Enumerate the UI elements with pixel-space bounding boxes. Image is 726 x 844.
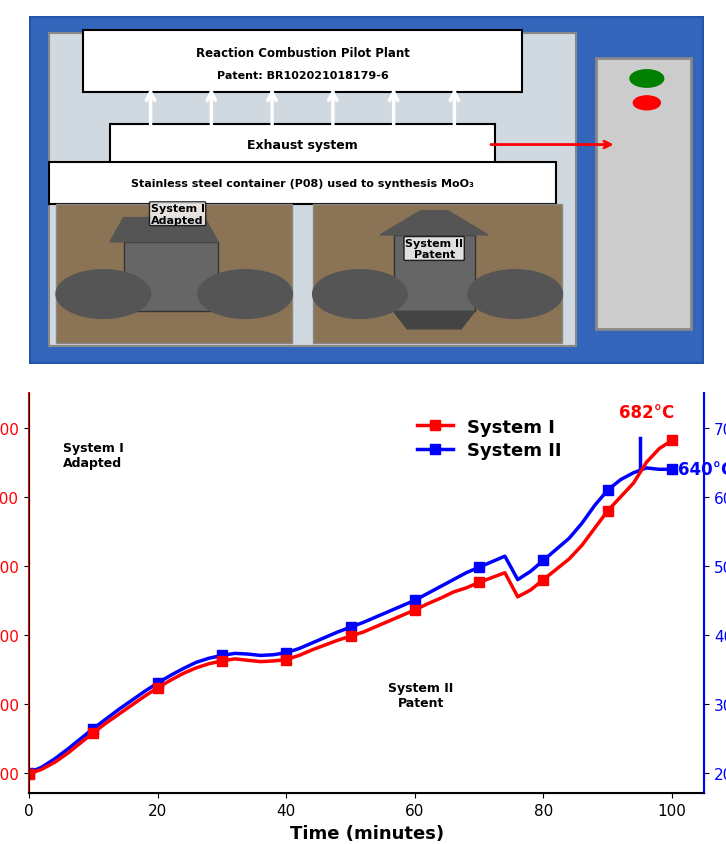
Text: System II
Patent: System II Patent [405, 238, 463, 260]
FancyBboxPatch shape [56, 204, 293, 344]
System I [449, 587, 458, 598]
FancyBboxPatch shape [596, 58, 690, 329]
System II [488, 557, 497, 567]
System II [230, 648, 239, 658]
FancyBboxPatch shape [110, 125, 495, 166]
Polygon shape [393, 312, 475, 329]
Circle shape [468, 270, 563, 319]
Line: System II: System II [24, 463, 677, 777]
FancyBboxPatch shape [49, 163, 555, 204]
System I [230, 654, 239, 664]
FancyBboxPatch shape [49, 35, 576, 347]
System II [655, 465, 664, 475]
System II [166, 670, 175, 680]
X-axis label: Time (minutes): Time (minutes) [290, 824, 444, 841]
FancyBboxPatch shape [123, 242, 218, 312]
Text: System II
Patent: System II Patent [388, 682, 453, 710]
System II [642, 463, 650, 473]
System I [668, 436, 677, 446]
Text: Reaction Combustion Pilot Plant: Reaction Combustion Pilot Plant [195, 47, 409, 60]
FancyBboxPatch shape [313, 204, 563, 344]
Text: System I
Adapted: System I Adapted [63, 442, 123, 470]
Text: Patent: BR102021018179-6: Patent: BR102021018179-6 [216, 71, 388, 81]
Text: Exhaust system: Exhaust system [247, 139, 358, 152]
Polygon shape [380, 211, 488, 235]
Text: System I
Adapted: System I Adapted [150, 203, 205, 225]
FancyBboxPatch shape [83, 30, 522, 94]
Circle shape [633, 97, 661, 111]
Circle shape [630, 71, 664, 88]
Text: Stainless steel container (P08) used to synthesis MoO₃: Stainless steel container (P08) used to … [131, 179, 474, 188]
Polygon shape [110, 219, 218, 242]
System I [166, 675, 175, 685]
Circle shape [313, 270, 407, 319]
Circle shape [198, 270, 293, 319]
Line: System I: System I [24, 436, 677, 779]
FancyBboxPatch shape [393, 235, 475, 312]
Legend: System I, System II: System I, System II [409, 411, 569, 467]
System I [655, 444, 664, 454]
Text: 682°C: 682°C [619, 403, 674, 421]
Text: 640°C: 640°C [679, 461, 726, 479]
System I [218, 656, 227, 666]
System I [25, 769, 33, 779]
System II [668, 465, 677, 475]
System II [25, 768, 33, 778]
Circle shape [56, 270, 150, 319]
System II [218, 651, 227, 661]
System I [488, 573, 497, 583]
System II [449, 575, 458, 585]
FancyBboxPatch shape [29, 17, 704, 364]
